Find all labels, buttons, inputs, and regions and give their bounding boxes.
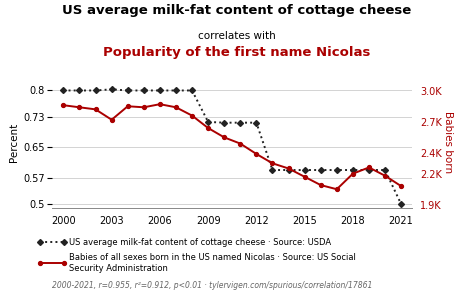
- Text: correlates with: correlates with: [198, 31, 276, 41]
- Text: US average milk-fat content of cottage cheese · Source: USDA: US average milk-fat content of cottage c…: [69, 238, 331, 247]
- Y-axis label: Percent: Percent: [9, 123, 18, 162]
- Text: 2000-2021, r=0.955, r²=0.912, p<0.01 · tylervigen.com/spurious/correlation/17861: 2000-2021, r=0.955, r²=0.912, p<0.01 · t…: [52, 281, 373, 290]
- Y-axis label: Babies born: Babies born: [443, 111, 453, 174]
- Text: US average milk-fat content of cottage cheese: US average milk-fat content of cottage c…: [63, 4, 411, 18]
- Text: Babies of all sexes born in the US named Nicolas · Source: US Social
Security Ad: Babies of all sexes born in the US named…: [69, 253, 356, 273]
- Text: Popularity of the first name Nicolas: Popularity of the first name Nicolas: [103, 46, 371, 59]
